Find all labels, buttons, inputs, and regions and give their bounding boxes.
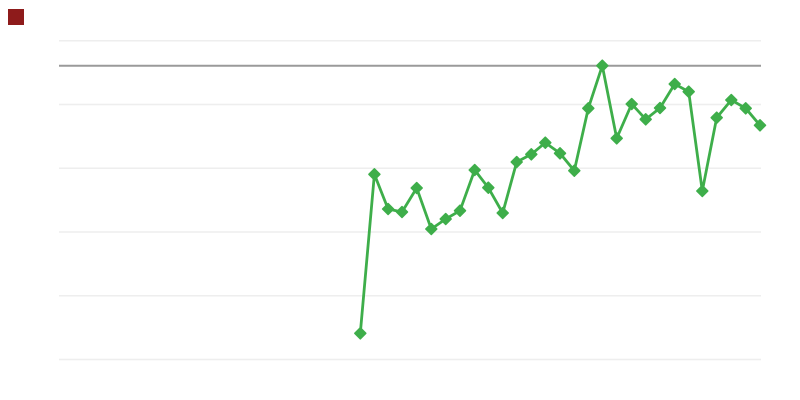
data-point-marker (425, 222, 438, 236)
data-point-marker (539, 136, 552, 149)
data-point-marker (710, 111, 723, 124)
red-square-indicator (8, 9, 24, 25)
data-point-marker (482, 181, 495, 194)
data-point-marker (582, 102, 595, 115)
data-point-marker (395, 205, 409, 219)
data-point-marker (453, 204, 467, 217)
data-point-marker (653, 101, 667, 115)
data-point-marker (410, 181, 423, 195)
data-point-marker (368, 168, 381, 181)
data-point-marker (381, 202, 395, 216)
data-point-marker (739, 102, 752, 115)
data-point-marker (468, 163, 481, 177)
data-point-marker (568, 164, 581, 177)
data-point-marker (510, 155, 523, 169)
data-point-marker (668, 77, 681, 91)
data-point-marker (525, 148, 538, 161)
data-point-marker (439, 212, 452, 226)
data-point-marker (354, 327, 367, 340)
series-line (358, 64, 762, 335)
data-point-marker (682, 85, 695, 98)
data-point-marker (610, 132, 623, 145)
data-point-marker (753, 119, 767, 132)
data-point-marker (639, 113, 652, 126)
data-point-marker (696, 184, 709, 198)
data-point-marker (553, 147, 567, 160)
data-point-marker (596, 59, 609, 72)
data-point-marker (625, 97, 638, 111)
data-point-marker (496, 206, 509, 220)
data-point-marker (725, 93, 738, 107)
